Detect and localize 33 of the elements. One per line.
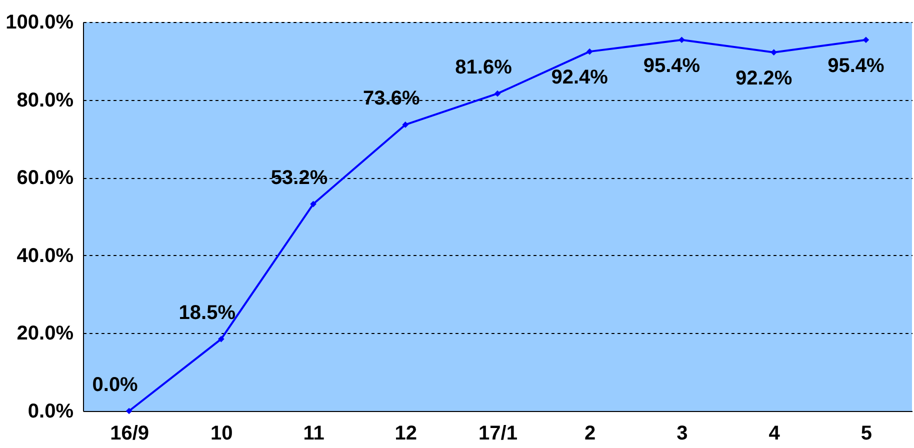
x-tick-label: 3 [676, 422, 688, 444]
y-tick-label: 100.0% [6, 12, 74, 34]
x-tick-label: 17/1 [478, 422, 518, 444]
point [494, 90, 501, 97]
point [678, 36, 685, 44]
point [862, 36, 870, 44]
point [218, 336, 224, 342]
y-tick-label: 60.0% [16, 167, 74, 190]
text: 95.4% [828, 54, 884, 77]
text: 18.5% [178, 302, 236, 324]
text: 0.0% [92, 374, 138, 396]
point [586, 48, 593, 55]
y-tick-label: 0.0% [28, 400, 74, 422]
text: 92.2% [735, 67, 792, 90]
x-tick-label: 16/9 [110, 422, 150, 444]
point [770, 49, 777, 56]
x-tick-label: 12 [394, 422, 418, 444]
point [310, 200, 316, 208]
point [402, 122, 409, 128]
y-tick-label: 40.0% [16, 244, 74, 267]
x-tick-label: 11 [303, 422, 324, 444]
text: 53.2% [270, 167, 328, 190]
x-tick-label: 4 [768, 422, 781, 444]
x-tick-label: 2 [584, 422, 596, 444]
text: 73.6% [363, 88, 420, 110]
text: 92.4% [551, 66, 608, 89]
y-tick-label: 20.0% [16, 322, 74, 345]
y-tick-label: 80.0% [16, 89, 74, 112]
x-tick-label: 10 [210, 422, 233, 444]
x-tick-label: 5 [860, 422, 872, 444]
text: 95.4% [643, 54, 700, 77]
text: 81.6% [455, 56, 512, 79]
point [126, 408, 132, 414]
